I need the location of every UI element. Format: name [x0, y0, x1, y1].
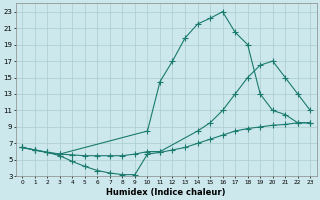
- X-axis label: Humidex (Indice chaleur): Humidex (Indice chaleur): [107, 188, 226, 197]
